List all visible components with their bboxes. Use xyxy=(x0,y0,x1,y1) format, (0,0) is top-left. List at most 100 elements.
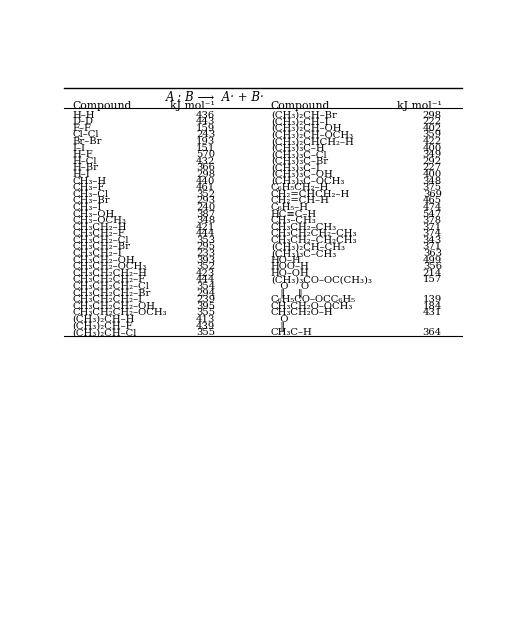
Text: 359: 359 xyxy=(423,130,442,140)
Text: CH₃CH₂–CH₃: CH₃CH₂–CH₃ xyxy=(271,223,337,232)
Text: O: O xyxy=(271,315,288,324)
Text: CH₂=CH–H: CH₂=CH–H xyxy=(271,197,330,205)
Text: Compound: Compound xyxy=(271,100,330,110)
Text: CH₃CH₂CH₂–OH: CH₃CH₂CH₂–OH xyxy=(72,302,155,311)
Text: CH₃CH₂–H: CH₃CH₂–H xyxy=(72,223,127,232)
Text: 293: 293 xyxy=(196,197,215,205)
Text: 240: 240 xyxy=(196,203,215,212)
Text: Cl–Cl: Cl–Cl xyxy=(72,130,98,140)
Text: (CH₃)₃C–OH: (CH₃)₃C–OH xyxy=(271,170,332,179)
Text: 214: 214 xyxy=(422,269,442,278)
Text: (CH₃)₂CH–H: (CH₃)₂CH–H xyxy=(72,315,134,324)
Text: H–Br: H–Br xyxy=(72,164,98,172)
Text: CH₃CH₂–F: CH₃CH₂–F xyxy=(72,229,125,238)
Text: 355: 355 xyxy=(196,308,215,317)
Text: CH₃CH₂–CH₂CH₃: CH₃CH₂–CH₂CH₃ xyxy=(271,236,358,245)
Text: CH₃C–H: CH₃C–H xyxy=(271,328,312,337)
Text: 298: 298 xyxy=(196,170,215,179)
Text: 465: 465 xyxy=(423,197,442,205)
Text: HO–OH: HO–OH xyxy=(271,269,310,278)
Text: 444: 444 xyxy=(195,229,215,238)
Text: CH₃CH₂CH₂–I: CH₃CH₂CH₂–I xyxy=(72,295,142,304)
Text: 440: 440 xyxy=(196,177,215,185)
Text: 393: 393 xyxy=(196,255,215,265)
Text: CH₃–OCH₃: CH₃–OCH₃ xyxy=(72,216,126,225)
Text: 151: 151 xyxy=(196,144,215,153)
Text: 294: 294 xyxy=(196,288,215,298)
Text: (CH₃)₃C–I: (CH₃)₃C–I xyxy=(271,164,320,172)
Text: ‖: ‖ xyxy=(271,322,285,331)
Text: CH₃CH₂O–OCH₃: CH₃CH₂O–OCH₃ xyxy=(271,302,353,311)
Text: (CH₃)₂CHCH₂–H: (CH₃)₂CHCH₂–H xyxy=(271,137,353,146)
Text: C₆H₅CH₂–H: C₆H₅CH₂–H xyxy=(271,183,329,192)
Text: (CH₃)₂CH–Cl: (CH₃)₂CH–Cl xyxy=(72,328,136,337)
Text: A : B ⟶  A· + B·: A : B ⟶ A· + B· xyxy=(166,91,265,104)
Text: H–F: H–F xyxy=(72,150,93,159)
Text: D–D: D–D xyxy=(72,117,93,126)
Text: 423: 423 xyxy=(196,269,215,278)
Text: 157: 157 xyxy=(423,275,442,285)
Text: 439: 439 xyxy=(196,322,215,330)
Text: CH₂=CHCH₂–H: CH₂=CHCH₂–H xyxy=(271,190,350,199)
Text: 431: 431 xyxy=(422,308,442,317)
Text: H–H: H–H xyxy=(72,111,94,120)
Text: 295: 295 xyxy=(196,242,215,252)
Text: 369: 369 xyxy=(423,190,442,199)
Text: (CH₃)₃CO–OC(CH₃)₃: (CH₃)₃CO–OC(CH₃)₃ xyxy=(271,275,372,285)
Text: 371: 371 xyxy=(423,223,442,232)
Text: 461: 461 xyxy=(196,183,215,192)
Text: C₆H₅CO–OCC₆H₅: C₆H₅CO–OCC₆H₅ xyxy=(271,295,356,304)
Text: 356: 356 xyxy=(423,262,442,271)
Text: CH₃CH₂CH₂–F: CH₃CH₂CH₂–F xyxy=(72,275,145,285)
Text: 349: 349 xyxy=(423,150,442,159)
Text: 547: 547 xyxy=(423,210,442,218)
Text: 239: 239 xyxy=(196,295,215,304)
Text: (CH₃)₂CH–OH: (CH₃)₂CH–OH xyxy=(271,124,341,133)
Text: (CH₃)₂CH–Br: (CH₃)₂CH–Br xyxy=(271,111,337,120)
Text: Br–Br: Br–Br xyxy=(72,137,102,146)
Text: ‖    ‖: ‖ ‖ xyxy=(271,288,303,298)
Text: 243: 243 xyxy=(196,130,215,140)
Text: CH₃–Br: CH₃–Br xyxy=(72,197,110,205)
Text: 355: 355 xyxy=(196,328,215,337)
Text: 364: 364 xyxy=(423,328,442,337)
Text: Compound: Compound xyxy=(72,100,131,110)
Text: CH₃–OH: CH₃–OH xyxy=(72,210,114,218)
Text: CH₃CH₂–OH: CH₃CH₂–OH xyxy=(72,255,135,265)
Text: CH₃–F: CH₃–F xyxy=(72,183,105,192)
Text: 400: 400 xyxy=(423,170,442,179)
Text: (CH₃)₂CH–CH₃: (CH₃)₂CH–CH₃ xyxy=(271,242,345,252)
Text: (CH₃)₂CH–F: (CH₃)₂CH–F xyxy=(72,322,133,330)
Text: 348: 348 xyxy=(196,216,215,225)
Text: H–Cl: H–Cl xyxy=(72,157,96,166)
Text: HC≡C–H: HC≡C–H xyxy=(271,210,317,218)
Text: 343: 343 xyxy=(423,236,442,245)
Text: 436: 436 xyxy=(196,111,215,120)
Text: 474: 474 xyxy=(422,203,442,212)
Text: (CH₃)₃C–H: (CH₃)₃C–H xyxy=(271,144,325,153)
Text: (CH₃)₃C–OCH₃: (CH₃)₃C–OCH₃ xyxy=(271,177,344,185)
Text: 432: 432 xyxy=(196,157,215,166)
Text: 353: 353 xyxy=(196,236,215,245)
Text: H–I: H–I xyxy=(72,170,90,179)
Text: O    O: O O xyxy=(271,282,309,291)
Text: 184: 184 xyxy=(422,302,442,311)
Text: 444: 444 xyxy=(195,275,215,285)
Text: CH₃CH₂–Cl: CH₃CH₂–Cl xyxy=(72,236,129,245)
Text: HOO–H: HOO–H xyxy=(271,262,310,271)
Text: 193: 193 xyxy=(196,137,215,146)
Text: CH₃CH₂–OCH₃: CH₃CH₂–OCH₃ xyxy=(72,262,146,271)
Text: CH₃CH₂O–H: CH₃CH₂O–H xyxy=(271,308,333,317)
Text: 233: 233 xyxy=(196,249,215,258)
Text: I–I: I–I xyxy=(72,144,85,153)
Text: HO–H: HO–H xyxy=(271,255,302,265)
Text: 348: 348 xyxy=(423,177,442,185)
Text: 443: 443 xyxy=(196,117,215,126)
Text: CH₃CH₂CH₂–CH₃: CH₃CH₂CH₂–CH₃ xyxy=(271,229,358,238)
Text: (CH₃)₃C–Cl: (CH₃)₃C–Cl xyxy=(271,150,326,159)
Text: 352: 352 xyxy=(196,190,215,199)
Text: CH₃CH₂–Br: CH₃CH₂–Br xyxy=(72,242,130,252)
Text: CH₃–I: CH₃–I xyxy=(72,203,102,212)
Text: 159: 159 xyxy=(196,124,215,133)
Text: 363: 363 xyxy=(423,249,442,258)
